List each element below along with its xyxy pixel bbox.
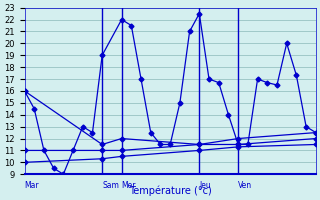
- Text: Ven: Ven: [238, 181, 252, 190]
- X-axis label: Température (°c): Température (°c): [129, 185, 212, 196]
- Text: Sam: Sam: [102, 181, 119, 190]
- Text: Mar: Mar: [25, 181, 39, 190]
- Text: Jeu: Jeu: [199, 181, 211, 190]
- Text: Mer: Mer: [122, 181, 136, 190]
